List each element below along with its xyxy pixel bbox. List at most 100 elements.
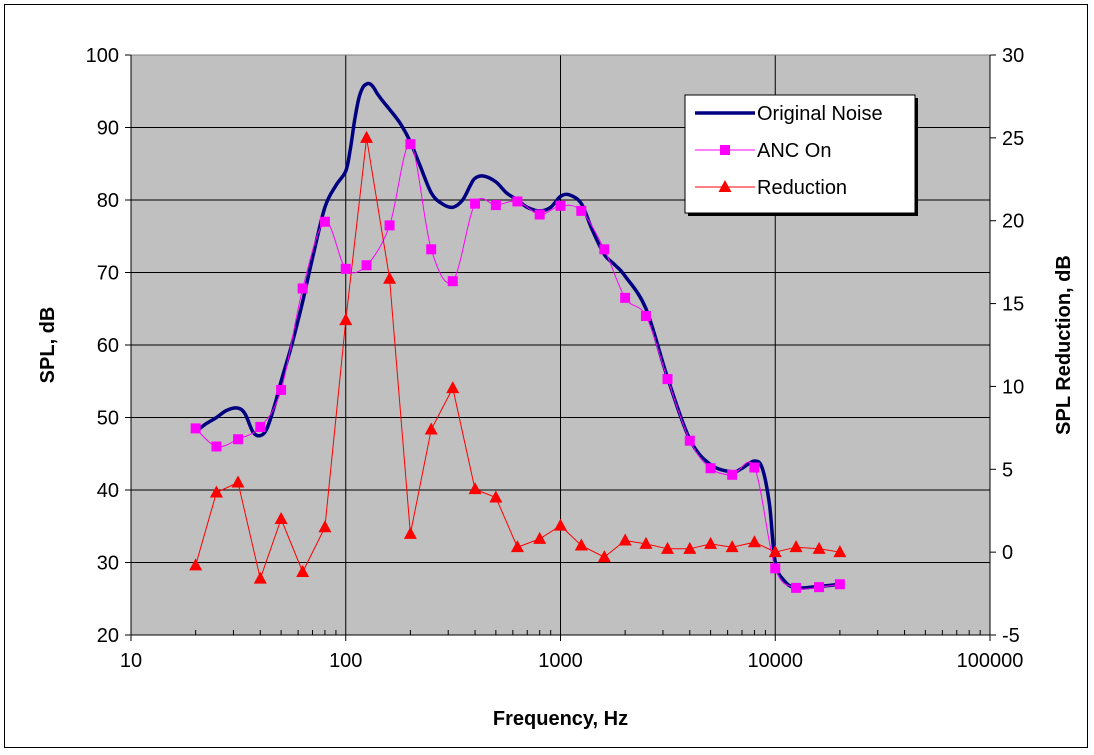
y-axis-title: SPL, dB — [37, 307, 59, 384]
data-point — [255, 421, 266, 432]
data-point — [446, 381, 460, 394]
y2-tick-label: 15 — [1002, 294, 1024, 316]
x-tick-label: 100000 — [957, 650, 1024, 672]
data-point — [276, 384, 287, 395]
data-point — [405, 139, 416, 150]
data-point — [704, 536, 718, 549]
data-point — [812, 541, 826, 554]
y-tick-label: 100 — [86, 45, 119, 67]
data-point — [189, 558, 203, 571]
y2-tick-label: 30 — [1002, 45, 1024, 67]
data-point — [490, 200, 501, 211]
data-point — [297, 283, 308, 294]
data-point — [383, 271, 397, 284]
data-point — [211, 441, 222, 452]
x-axis-title: Frequency, Hz — [493, 708, 628, 730]
series-layer — [189, 81, 847, 593]
data-point — [319, 216, 330, 227]
data-point — [470, 198, 481, 209]
x-tick-label: 100 — [329, 650, 362, 672]
data-point — [190, 423, 201, 434]
tick-labels: 20 30 40 50 60 70 80 90 100 -5 0 5 10 15 20 25 30 10 100 10… — [86, 45, 1025, 672]
data-point — [339, 313, 353, 326]
data-point — [791, 582, 802, 593]
series-anc-on — [190, 139, 845, 593]
data-point — [705, 463, 716, 474]
legend-label: Reduction — [757, 177, 847, 199]
data-point — [834, 579, 845, 590]
data-point — [661, 541, 675, 554]
y-tick-label: 60 — [97, 335, 119, 357]
data-point — [512, 196, 523, 207]
y-tick-label: 20 — [97, 625, 119, 647]
data-point — [360, 130, 374, 143]
y2-tick-label: 25 — [1002, 128, 1024, 150]
data-point — [770, 563, 781, 574]
data-point — [662, 374, 673, 385]
y-tick-label: 70 — [97, 263, 119, 285]
data-point — [620, 292, 631, 303]
data-point — [814, 582, 825, 593]
series-reduction — [189, 130, 847, 584]
data-point — [468, 482, 482, 495]
y-tick-label: 80 — [97, 190, 119, 212]
y2-tick-label: 0 — [1002, 542, 1013, 564]
x-tick-label: 10000 — [747, 650, 803, 672]
legend-marker — [720, 145, 730, 155]
y2-tick-label: 10 — [1002, 376, 1024, 398]
data-point — [833, 545, 847, 558]
y2-tick-label: -5 — [1002, 625, 1020, 647]
series-original-noise — [194, 81, 841, 590]
series-line — [194, 81, 841, 590]
data-point — [555, 200, 566, 211]
data-point — [296, 565, 310, 578]
data-point — [447, 276, 458, 287]
data-point — [727, 469, 738, 480]
data-point — [683, 541, 697, 554]
data-point — [510, 540, 524, 553]
data-point — [725, 540, 739, 553]
data-point — [639, 536, 653, 549]
data-point — [253, 571, 267, 584]
data-point — [233, 434, 244, 445]
data-point — [361, 260, 372, 271]
data-point — [340, 263, 351, 274]
data-point — [318, 520, 332, 533]
y2-tick-label: 5 — [1002, 459, 1013, 481]
data-point — [597, 550, 611, 563]
axes — [125, 54, 996, 641]
data-point — [231, 475, 245, 488]
data-point — [640, 311, 651, 321]
data-point — [599, 244, 610, 255]
data-point — [403, 526, 417, 539]
data-point — [554, 518, 567, 531]
data-point — [274, 512, 288, 524]
x-tick-label: 1000 — [538, 650, 583, 672]
legend-label: ANC On — [757, 140, 831, 162]
legend: Original Noise ANC On Reduction — [684, 94, 918, 216]
y-tick-label: 30 — [97, 553, 119, 575]
y-tick-label: 50 — [97, 408, 119, 430]
data-point — [384, 220, 395, 231]
data-point — [768, 545, 782, 558]
legend-label: Original Noise — [757, 103, 883, 125]
data-point — [749, 462, 760, 473]
y-tick-label: 90 — [97, 118, 119, 140]
y-tick-label: 40 — [97, 480, 119, 502]
data-point — [574, 538, 588, 551]
legend-marker — [718, 180, 732, 192]
data-point — [426, 244, 437, 255]
data-point — [489, 490, 503, 503]
data-point — [789, 540, 803, 553]
data-point — [533, 531, 547, 544]
data-point — [209, 485, 223, 498]
data-point — [534, 209, 545, 220]
data-point — [424, 422, 438, 435]
data-point — [576, 205, 587, 216]
y2-tick-label: 20 — [1002, 211, 1024, 233]
x-tick-label: 10 — [120, 650, 142, 672]
data-point — [618, 533, 632, 546]
data-point — [747, 535, 761, 548]
y2-axis-title: SPL Reduction, dB — [1053, 255, 1075, 435]
